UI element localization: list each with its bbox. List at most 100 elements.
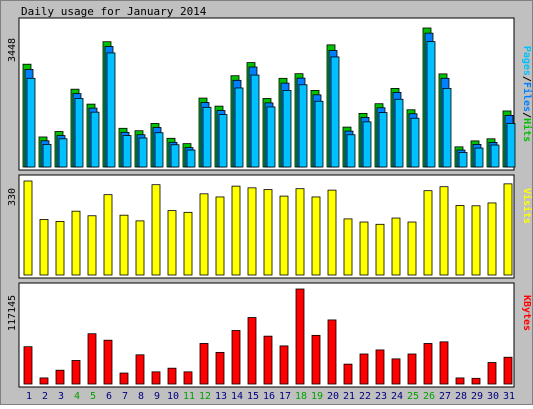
visits-bar-20 <box>327 189 337 276</box>
pages-bar-25 <box>410 117 420 168</box>
day-label-30: 30 <box>487 391 499 402</box>
kbytes-bar-11 <box>183 371 193 385</box>
pages-bar-26 <box>426 41 436 168</box>
day-label-19: 19 <box>311 391 323 402</box>
kbytes-bar-22 <box>359 353 369 385</box>
kbytes-bar-25 <box>407 353 417 385</box>
day-label-23: 23 <box>375 391 387 402</box>
day-label-1: 1 <box>26 391 32 402</box>
day-label-9: 9 <box>154 391 160 402</box>
kbytes-bar-17 <box>279 345 289 385</box>
kbytes-bar-3 <box>55 369 65 385</box>
kbytes-bar-28 <box>455 377 465 385</box>
day-label-11: 11 <box>183 391 195 402</box>
kbytes-bar-14 <box>231 330 241 385</box>
pages-bar-23 <box>378 112 388 168</box>
pages-bar-10 <box>170 144 180 168</box>
visits-bar-29 <box>471 205 481 276</box>
visits-bar-27 <box>439 186 449 276</box>
visits-bar-5 <box>87 215 97 276</box>
day-label-5: 5 <box>90 391 96 402</box>
pages-bar-21 <box>346 134 356 168</box>
visits-bar-23 <box>375 223 385 276</box>
legend-hits-files-pages-segment: / <box>521 76 532 82</box>
day-label-21: 21 <box>343 391 355 402</box>
day-label-7: 7 <box>122 391 128 402</box>
kbytes-bar-13 <box>215 351 225 385</box>
kbytes-bar-31 <box>503 356 513 385</box>
max-label-kbytes: 117145 <box>7 295 18 331</box>
pages-bar-9 <box>154 132 164 168</box>
kbytes-bar-21 <box>343 363 353 385</box>
pages-bar-16 <box>266 106 276 168</box>
kbytes-bar-18 <box>295 288 305 385</box>
kbytes-bar-16 <box>263 335 273 385</box>
visits-bar-26 <box>423 190 433 276</box>
kbytes-bar-10 <box>167 367 177 385</box>
pages-bar-14 <box>234 87 244 168</box>
kbytes-bar-26 <box>423 343 433 385</box>
kbytes-bar-29 <box>471 377 481 385</box>
visits-bar-12 <box>199 193 209 276</box>
visits-bar-9 <box>151 184 161 276</box>
day-label-29: 29 <box>471 391 483 402</box>
kbytes-bar-7 <box>119 372 129 385</box>
day-label-24: 24 <box>391 391 403 402</box>
legend-hits-files-pages-segment: / <box>521 112 532 118</box>
visits-bar-24 <box>391 217 401 276</box>
day-label-12: 12 <box>199 391 211 402</box>
legend-hits-files-pages: Pages/Files/Hits <box>521 46 532 142</box>
kbytes-bar-20 <box>327 319 337 385</box>
max-label-visits: 330 <box>7 188 18 206</box>
pages-bar-18 <box>298 84 308 168</box>
day-label-3: 3 <box>58 391 64 402</box>
pages-bar-28 <box>458 152 468 168</box>
pages-bar-15 <box>250 74 260 168</box>
day-label-22: 22 <box>359 391 371 402</box>
kbytes-bar-1 <box>23 346 33 385</box>
pages-bar-22 <box>362 121 372 168</box>
pages-bar-19 <box>314 100 324 168</box>
kbytes-bar-15 <box>247 317 257 385</box>
kbytes-bar-23 <box>375 349 385 385</box>
visits-bar-15 <box>247 187 257 276</box>
visits-bar-31 <box>503 183 513 276</box>
visits-bar-19 <box>311 196 321 276</box>
kbytes-bar-19 <box>311 334 321 385</box>
visits-bar-25 <box>407 221 417 276</box>
pages-bar-29 <box>474 147 484 168</box>
day-label-20: 20 <box>327 391 339 402</box>
day-label-17: 17 <box>279 391 291 402</box>
day-label-4: 4 <box>74 391 80 402</box>
day-label-27: 27 <box>439 391 451 402</box>
visits-bar-16 <box>263 189 273 276</box>
day-label-28: 28 <box>455 391 467 402</box>
legend-visits-segment: Visits <box>521 188 532 224</box>
day-label-26: 26 <box>423 391 435 402</box>
pages-bar-24 <box>394 98 404 168</box>
legend-hits-files-pages-segment: Hits <box>521 118 532 142</box>
pages-bar-11 <box>186 149 196 168</box>
day-label-15: 15 <box>247 391 259 402</box>
pages-bar-20 <box>330 56 340 168</box>
pages-bar-31 <box>506 123 516 168</box>
visits-bar-3 <box>55 221 65 276</box>
legend-hits-files-pages-segment: Pages <box>521 46 532 76</box>
kbytes-bar-12 <box>199 343 209 385</box>
visits-bar-1 <box>23 180 33 276</box>
chart-title: Daily usage for January 2014 <box>21 5 207 18</box>
day-label-13: 13 <box>215 391 227 402</box>
kbytes-bar-30 <box>487 362 497 385</box>
visits-bar-2 <box>39 219 49 276</box>
day-label-14: 14 <box>231 391 243 402</box>
visits-bar-6 <box>103 194 113 276</box>
legend-kbytes-segment: KBytes <box>521 295 532 331</box>
pages-bar-3 <box>58 138 68 168</box>
pages-bar-8 <box>138 137 148 168</box>
visits-bar-22 <box>359 221 369 276</box>
day-label-8: 8 <box>138 391 144 402</box>
pages-bar-6 <box>106 52 116 168</box>
visits-bar-21 <box>343 218 353 276</box>
pages-bar-1 <box>26 77 36 168</box>
visits-bar-18 <box>295 188 305 276</box>
